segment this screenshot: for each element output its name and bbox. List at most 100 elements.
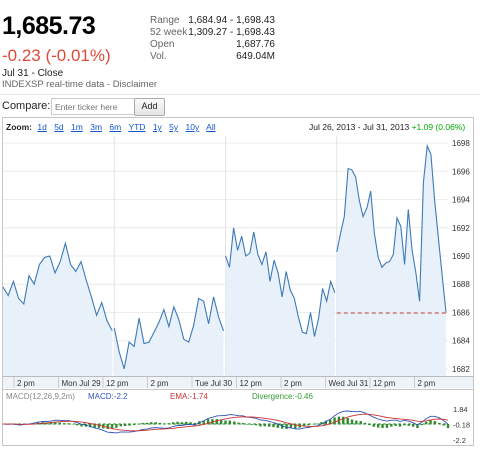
- divergence-bar: [193, 422, 197, 425]
- indicator-tick-label: -2.2: [453, 436, 466, 445]
- y-tick-label: 1692: [452, 224, 470, 233]
- divergence-bar: [176, 421, 179, 425]
- divergence-bar: [259, 424, 262, 427]
- divergence-bar: [106, 424, 109, 430]
- price-series-line: [2, 241, 113, 332]
- divergence-bar: [45, 422, 48, 425]
- divergence-bar: [424, 421, 428, 425]
- divergence-bar: [381, 424, 384, 428]
- divergence-bar: [315, 423, 319, 425]
- y-tick-label: 1684: [452, 337, 470, 346]
- divergence-bar: [233, 421, 236, 425]
- divergence-bar: [97, 424, 101, 428]
- divergence-bar: [368, 424, 371, 426]
- divergence-bar: [141, 422, 144, 425]
- compare-label: Compare:: [2, 100, 51, 112]
- divergence-bar: [346, 417, 349, 425]
- divergence-bar: [237, 422, 240, 425]
- range-change: +1.09 (0.06%): [411, 122, 466, 132]
- indicator-tick-label: 1.84: [453, 405, 468, 414]
- divergence-bar: [438, 422, 441, 425]
- divergence-bar: [407, 424, 410, 426]
- price-change: -0.23 (-0.01%): [2, 46, 111, 65]
- date-range: Jul 26, 2013 - Jul 31, 2013: [309, 122, 410, 132]
- x-tick-label: 2 pm: [151, 379, 169, 388]
- stat-key: Open: [150, 39, 175, 50]
- price-area-fill: [114, 296, 224, 376]
- x-axis-band: [3, 377, 473, 388]
- divergence-bar: [385, 424, 389, 428]
- divergence-bar: [150, 422, 153, 425]
- y-tick-label: 1688: [452, 280, 470, 289]
- divergence-bar: [324, 420, 328, 425]
- x-tick-label: 2 pm: [284, 379, 302, 388]
- zoom-1m-link[interactable]: 1m: [71, 122, 83, 132]
- zoom-all-link[interactable]: All: [206, 122, 216, 132]
- divider: [0, 94, 480, 95]
- divergence-bar: [128, 424, 131, 426]
- divergence-bar: [189, 422, 192, 425]
- stat-row-52-week: 52 week 1,309.27 - 1,698.43: [150, 27, 275, 39]
- divergence-bar: [276, 424, 280, 428]
- divergence-bar: [359, 421, 362, 425]
- divergence-bar: [390, 424, 393, 427]
- divergence-bar: [158, 422, 162, 425]
- divergence-bar: [246, 424, 249, 425]
- zoom-3m-link[interactable]: 3m: [90, 122, 103, 132]
- divergence-bar: [132, 424, 136, 426]
- divergence-bar: [376, 424, 380, 428]
- divergence-bar: [93, 424, 96, 428]
- add-compare-button[interactable]: Add: [134, 98, 165, 116]
- x-tick-label: Mon Jul 29: [62, 379, 102, 388]
- zoom-1d-link[interactable]: 1d: [37, 122, 47, 132]
- divergence-bar: [433, 421, 437, 425]
- stat-row-volume: Vol. 649.04M: [150, 51, 275, 63]
- ema-line: [2, 413, 449, 432]
- stat-row-range: Range 1,684.94 - 1,698.43: [150, 15, 275, 27]
- zoom-bar: Zoom: 1d 5d 1m 3m 6m YTD 1y 5y 10y All: [6, 122, 221, 132]
- divergence-bar: [442, 424, 445, 426]
- divergence-bar: [263, 424, 266, 427]
- zoom-5d-link[interactable]: 5d: [54, 122, 64, 132]
- x-tick-label: 12 pm: [240, 379, 263, 388]
- stats-table: Range 1,684.94 - 1,698.43 52 week 1,309.27…: [150, 15, 275, 63]
- zoom-ytd-link[interactable]: YTD: [128, 122, 146, 132]
- divergence-bar: [171, 422, 175, 425]
- divergence-bar: [219, 419, 223, 425]
- divergence-bar: [333, 417, 336, 425]
- macd-value-label: MACD:-2.2: [88, 392, 128, 401]
- divergence-bar: [394, 424, 397, 426]
- divergence-bar: [115, 424, 118, 428]
- price-series-line: [113, 296, 225, 370]
- zoom-10y-link[interactable]: 10y: [185, 122, 200, 132]
- chart-frame: [2, 117, 474, 446]
- divergence-bar: [289, 424, 293, 429]
- y-tick-label: 1698: [452, 139, 470, 148]
- divergence-bar: [154, 422, 157, 425]
- zoom-label: Zoom:: [6, 122, 32, 132]
- divergence-bar: [429, 420, 432, 425]
- divergence-bar: [167, 423, 170, 425]
- stat-value: 1,684.94 - 1,698.43: [188, 15, 275, 26]
- zoom-1y-link[interactable]: 1y: [152, 122, 162, 132]
- divergence-bar: [329, 419, 332, 425]
- price-series-line: [224, 227, 336, 337]
- divergence-bar: [272, 424, 275, 428]
- divergence-value-label: Divergence:-0.46: [252, 392, 313, 401]
- y-tick-label: 1682: [452, 365, 470, 374]
- zoom-5y-link[interactable]: 5y: [169, 122, 179, 132]
- stat-row-open: Open 1,687.76: [150, 39, 275, 51]
- divergence-bar: [342, 416, 345, 425]
- divergence-bar: [254, 424, 258, 426]
- y-tick-label: 1686: [452, 308, 470, 317]
- divergence-bar: [49, 422, 53, 425]
- stat-key: Range: [150, 15, 180, 26]
- divergence-bar: [54, 422, 57, 425]
- divergence-bar: [355, 420, 358, 425]
- divergence-bar: [372, 424, 376, 427]
- price-area-fill: [336, 145, 446, 376]
- zoom-6m-link[interactable]: 6m: [109, 122, 122, 132]
- macd-params-label: MACD(12,26,9,2m): [6, 392, 75, 401]
- divergence-bar: [420, 424, 424, 426]
